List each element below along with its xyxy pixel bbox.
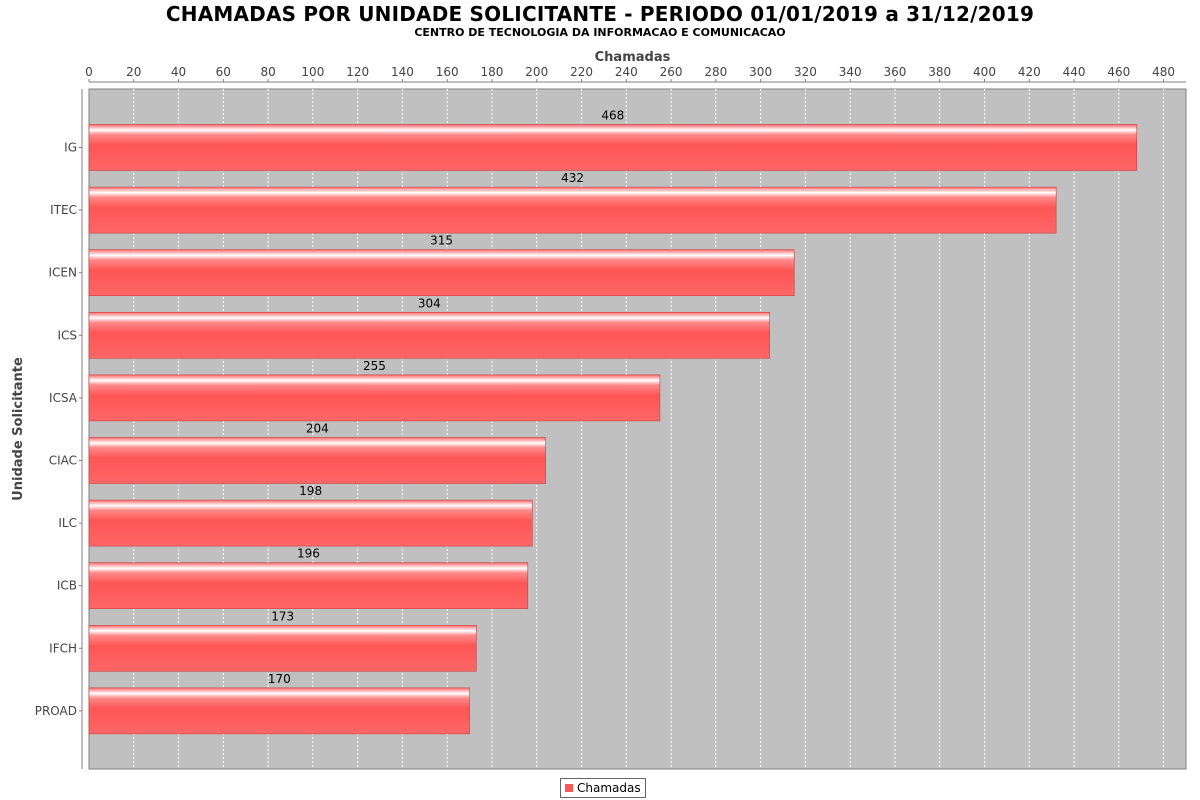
x-tick-label: 100 xyxy=(301,65,324,79)
y-tick-label: IG xyxy=(64,141,77,155)
y-tick-label: IFCH xyxy=(49,641,77,655)
bar-icb xyxy=(88,562,529,610)
x-tick-label: 20 xyxy=(126,65,141,79)
x-tick-label: 320 xyxy=(794,65,817,79)
data-label: 196 xyxy=(297,547,320,561)
x-tick-label: 440 xyxy=(1063,65,1086,79)
x-tick-label: 400 xyxy=(973,65,996,79)
x-tick-label: 480 xyxy=(1152,65,1175,79)
data-label: 315 xyxy=(430,234,453,248)
y-tick-label: ILC xyxy=(58,516,77,530)
legend-label: Chamadas xyxy=(577,781,641,795)
y-axis-title: Unidade Solicitante xyxy=(11,357,26,501)
x-tick-label: 180 xyxy=(481,65,504,79)
data-label: 432 xyxy=(561,171,584,185)
x-tick-label: 300 xyxy=(749,65,772,79)
data-label: 173 xyxy=(271,609,294,623)
x-tick-label: 160 xyxy=(436,65,459,79)
data-label: 198 xyxy=(299,484,322,498)
x-tick-label: 140 xyxy=(391,65,414,79)
chart-title: CHAMADAS POR UNIDADE SOLICITANTE - PERIO… xyxy=(165,2,1035,26)
data-label: 255 xyxy=(363,359,386,373)
y-tick-label: CIAC xyxy=(49,454,77,468)
x-tick-label: 240 xyxy=(615,65,638,79)
bar-itec xyxy=(88,186,1057,234)
data-label: 204 xyxy=(306,422,329,436)
legend: Chamadas xyxy=(560,778,646,798)
bar-icen xyxy=(88,249,795,296)
y-tick-label: ICEN xyxy=(49,266,77,280)
y-tick-label: ICB xyxy=(57,579,77,593)
legend-swatch xyxy=(565,784,573,792)
bar-ilc xyxy=(88,499,533,547)
y-tick-label: ITEC xyxy=(50,203,77,217)
x-tick-label: 220 xyxy=(570,65,593,79)
y-tick-label: PROAD xyxy=(35,704,77,718)
y-tick-label: ICS xyxy=(57,328,77,342)
x-tick-label: 0 xyxy=(85,65,93,79)
bar-ciac xyxy=(88,437,547,484)
x-tick-label: 80 xyxy=(260,65,275,79)
x-tick-label: 120 xyxy=(346,65,369,79)
x-tick-label: 40 xyxy=(171,65,186,79)
bar-ig xyxy=(88,124,1138,171)
chart-subtitle: CENTRO DE TECNOLOGIA DA INFORMACAO E COM… xyxy=(414,26,786,39)
bar-ics xyxy=(88,311,770,359)
y-tick-label: ICSA xyxy=(49,391,78,405)
x-axis-title: Chamadas xyxy=(595,50,671,65)
x-tick-label: 420 xyxy=(1018,65,1041,79)
x-tick-label: 340 xyxy=(839,65,862,79)
data-label: 170 xyxy=(268,672,291,686)
data-label: 304 xyxy=(418,296,441,310)
bar-ifch xyxy=(88,624,477,672)
x-tick-label: 280 xyxy=(704,65,727,79)
x-tick-label: 460 xyxy=(1107,65,1130,79)
data-label: 468 xyxy=(601,109,624,123)
x-tick-label: 380 xyxy=(928,65,951,79)
bar-proad xyxy=(88,687,470,735)
x-tick-label: 260 xyxy=(660,65,683,79)
bar-icsa xyxy=(88,374,661,422)
x-tick-label: 60 xyxy=(216,65,231,79)
x-tick-label: 200 xyxy=(525,65,548,79)
x-tick-label: 360 xyxy=(884,65,907,79)
